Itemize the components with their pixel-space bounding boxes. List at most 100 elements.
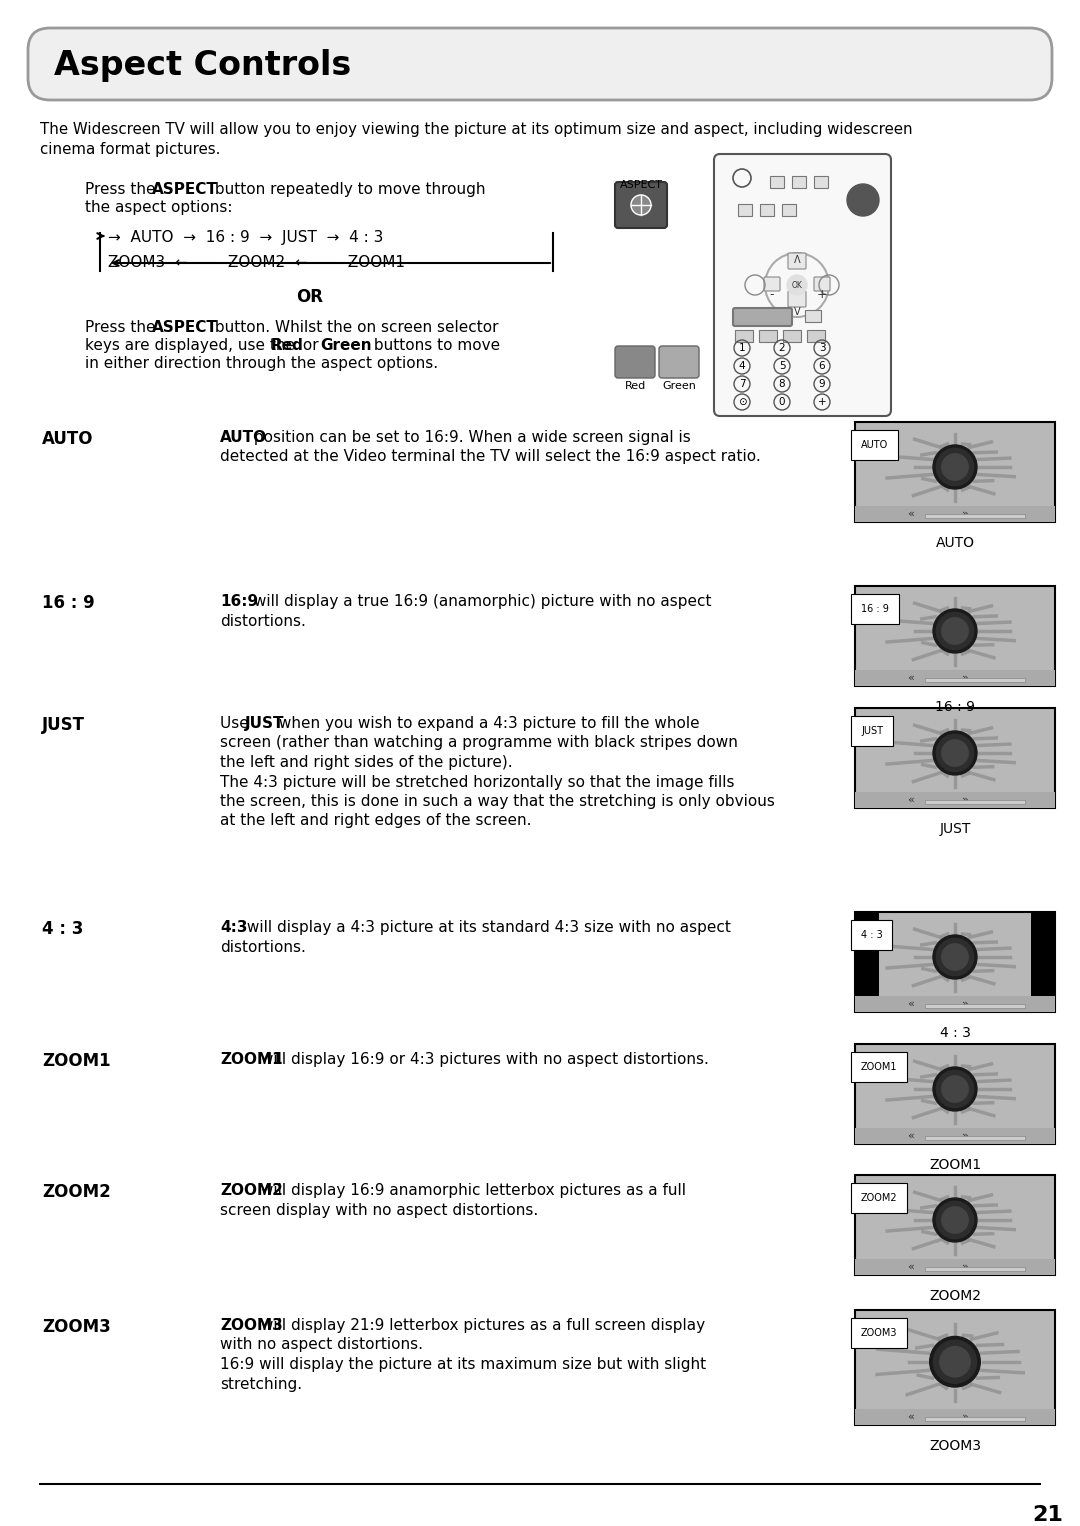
Text: ZOOM1: ZOOM1 bbox=[42, 1051, 110, 1070]
Text: cinema format pictures.: cinema format pictures. bbox=[40, 142, 220, 157]
Bar bbox=[783, 330, 801, 342]
FancyBboxPatch shape bbox=[615, 346, 654, 378]
Text: Λ: Λ bbox=[794, 255, 800, 266]
Text: +: + bbox=[816, 288, 827, 302]
Text: ZOOM1: ZOOM1 bbox=[220, 1051, 283, 1067]
Bar bbox=[782, 204, 796, 217]
Text: the aspect options:: the aspect options: bbox=[85, 200, 232, 215]
Bar bbox=[924, 800, 1025, 804]
Text: »: » bbox=[961, 673, 969, 684]
Text: 21: 21 bbox=[1032, 1505, 1064, 1524]
FancyBboxPatch shape bbox=[714, 154, 891, 417]
Text: «: « bbox=[907, 795, 915, 806]
Text: ZOOM1: ZOOM1 bbox=[929, 1158, 981, 1172]
Text: ⊙: ⊙ bbox=[738, 397, 746, 407]
Circle shape bbox=[933, 935, 977, 980]
Text: ZOOM3: ZOOM3 bbox=[42, 1318, 111, 1335]
Text: ZOOM2: ZOOM2 bbox=[861, 1193, 897, 1202]
Circle shape bbox=[933, 609, 977, 653]
Circle shape bbox=[933, 446, 977, 488]
Circle shape bbox=[942, 618, 968, 644]
Text: JUST: JUST bbox=[940, 823, 971, 836]
Text: Press the: Press the bbox=[85, 320, 160, 336]
Text: 4: 4 bbox=[739, 362, 745, 371]
Text: «: « bbox=[907, 1262, 915, 1273]
Bar bbox=[759, 330, 777, 342]
FancyBboxPatch shape bbox=[659, 346, 699, 378]
Bar bbox=[760, 204, 774, 217]
Text: position can be set to 16:9. When a wide screen signal is: position can be set to 16:9. When a wide… bbox=[249, 430, 691, 446]
Circle shape bbox=[930, 1337, 981, 1387]
Circle shape bbox=[940, 1346, 970, 1376]
Text: when you wish to expand a 4:3 picture to fill the whole: when you wish to expand a 4:3 picture to… bbox=[274, 716, 700, 731]
Text: will display 16:9 anamorphic letterbox pictures as a full: will display 16:9 anamorphic letterbox p… bbox=[257, 1183, 687, 1198]
Text: «: « bbox=[907, 673, 915, 684]
Text: 9: 9 bbox=[819, 378, 825, 389]
Text: »: » bbox=[961, 1412, 969, 1422]
Text: »: » bbox=[961, 1131, 969, 1141]
Bar bbox=[855, 1175, 1055, 1276]
Text: »: » bbox=[961, 795, 969, 806]
Text: »: » bbox=[961, 510, 969, 519]
Bar bbox=[924, 1267, 1025, 1271]
Text: ZOOM3: ZOOM3 bbox=[861, 1328, 897, 1338]
Circle shape bbox=[936, 1070, 974, 1108]
Text: with no aspect distortions.: with no aspect distortions. bbox=[220, 1337, 423, 1352]
Bar bbox=[855, 913, 1055, 1012]
Text: →  AUTO  →  16 : 9  →  JUST  →  4 : 3: → AUTO → 16 : 9 → JUST → 4 : 3 bbox=[108, 230, 383, 246]
Text: 6: 6 bbox=[819, 362, 825, 371]
Circle shape bbox=[631, 195, 651, 215]
Text: The Widescreen TV will allow you to enjoy viewing the picture at its optimum siz: The Widescreen TV will allow you to enjo… bbox=[40, 122, 913, 137]
Circle shape bbox=[942, 943, 968, 971]
Text: 5: 5 bbox=[779, 362, 785, 371]
Circle shape bbox=[933, 1067, 977, 1111]
Text: »: » bbox=[961, 1000, 969, 1009]
Text: 4:3: 4:3 bbox=[220, 920, 247, 935]
Bar bbox=[770, 175, 784, 188]
Text: 16 : 9: 16 : 9 bbox=[42, 594, 95, 612]
Bar bbox=[855, 1128, 1055, 1144]
Text: ZOOM2: ZOOM2 bbox=[929, 1289, 981, 1303]
FancyBboxPatch shape bbox=[814, 278, 831, 291]
Text: 0: 0 bbox=[779, 397, 785, 407]
Text: ZOOM3  ←——  ZOOM2  ←——  ZOOM1: ZOOM3 ←—— ZOOM2 ←—— ZOOM1 bbox=[108, 255, 405, 270]
Circle shape bbox=[933, 731, 977, 775]
Text: the screen, this is done in such a way that the stretching is only obvious: the screen, this is done in such a way t… bbox=[220, 794, 774, 809]
Text: ZOOM3: ZOOM3 bbox=[220, 1318, 283, 1334]
Circle shape bbox=[942, 1207, 968, 1233]
Text: keys are displayed, use the: keys are displayed, use the bbox=[85, 337, 300, 353]
FancyBboxPatch shape bbox=[28, 27, 1052, 101]
Circle shape bbox=[936, 449, 974, 485]
Text: OR: OR bbox=[297, 288, 324, 307]
Text: JUST: JUST bbox=[42, 716, 85, 734]
Bar bbox=[855, 996, 1055, 1012]
Circle shape bbox=[936, 612, 974, 650]
Text: JUST: JUST bbox=[244, 716, 284, 731]
Text: 7: 7 bbox=[739, 378, 745, 389]
Bar bbox=[924, 678, 1025, 682]
Circle shape bbox=[936, 1201, 974, 1239]
Text: 4 : 3: 4 : 3 bbox=[940, 1025, 971, 1041]
Text: or: or bbox=[298, 337, 324, 353]
Text: 16 : 9: 16 : 9 bbox=[861, 604, 889, 613]
Bar bbox=[924, 1135, 1025, 1140]
Text: 16 : 9: 16 : 9 bbox=[935, 700, 975, 714]
Text: 16:9: 16:9 bbox=[220, 594, 258, 609]
Circle shape bbox=[787, 275, 807, 295]
Text: «: « bbox=[907, 1131, 915, 1141]
Circle shape bbox=[847, 185, 879, 217]
Text: -: - bbox=[770, 288, 774, 302]
Circle shape bbox=[933, 1340, 976, 1383]
Circle shape bbox=[936, 734, 974, 772]
Text: ZOOM2: ZOOM2 bbox=[42, 1183, 111, 1201]
Text: OK: OK bbox=[792, 281, 802, 290]
Bar bbox=[855, 792, 1055, 807]
Text: Green: Green bbox=[662, 382, 696, 391]
Circle shape bbox=[942, 740, 968, 766]
Bar bbox=[814, 175, 828, 188]
Circle shape bbox=[933, 1198, 977, 1242]
Text: stretching.: stretching. bbox=[220, 1376, 302, 1392]
Bar bbox=[735, 330, 753, 342]
Text: ZOOM3: ZOOM3 bbox=[929, 1439, 981, 1453]
Bar bbox=[855, 507, 1055, 522]
